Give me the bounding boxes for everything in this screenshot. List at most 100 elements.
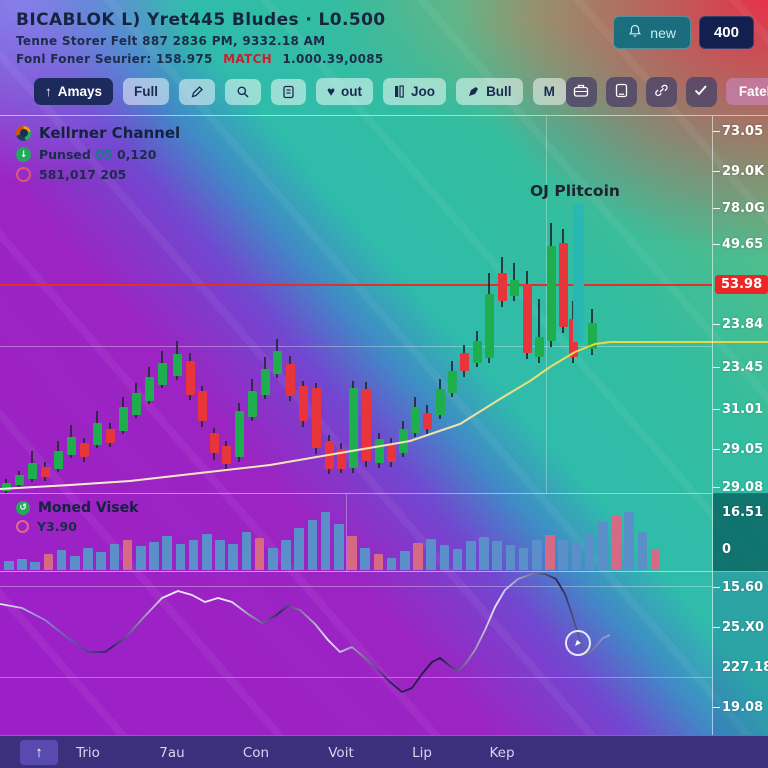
series-label: OJ Plitcoin <box>530 182 620 200</box>
full-button[interactable]: Full <box>123 78 170 105</box>
candle <box>472 341 482 363</box>
candle <box>79 443 89 457</box>
clipboard-button[interactable] <box>271 78 307 105</box>
volume-bar <box>43 554 54 570</box>
candle <box>422 413 432 429</box>
volume-green-icon: ↺ <box>16 501 30 515</box>
gear-icon[interactable] <box>16 125 31 141</box>
volume-bar <box>598 522 608 570</box>
header-subtitle-2-suffix: 1.000.39,0085 <box>282 52 384 66</box>
joo-label: Joo <box>411 84 436 99</box>
time-label[interactable]: 7au <box>159 745 185 761</box>
header: BICABLOK L) Yret445 Bludes · L0.500 Tenn… <box>0 0 768 68</box>
count-button[interactable]: 400 <box>698 16 754 49</box>
briefcase-icon <box>573 83 589 101</box>
candle <box>348 388 358 468</box>
link-button[interactable] <box>645 76 677 107</box>
volume-bar <box>545 535 555 570</box>
indicator-row1: Punsed 05 0,120 <box>39 147 157 162</box>
volume-pink-icon <box>16 520 29 533</box>
candle <box>14 475 24 485</box>
fateh-button[interactable]: Fateh <box>725 78 768 105</box>
candle <box>447 371 457 393</box>
scroll-up-button[interactable]: ↑ <box>20 740 58 765</box>
volume-bar <box>479 537 489 570</box>
candle <box>131 393 141 415</box>
panel-button[interactable] <box>605 76 637 107</box>
price-pane[interactable]: Kellrner Channel ↓ Punsed 05 0,120 581,0… <box>0 116 768 493</box>
time-label[interactable]: Con <box>242 745 270 761</box>
search-button[interactable] <box>225 78 262 105</box>
volume-bar <box>584 534 595 570</box>
chart-cursor[interactable] <box>565 630 591 656</box>
toolbar: ↑ Amays Full ♥ out Joo <box>0 68 768 115</box>
time-label[interactable]: Voit <box>328 745 354 761</box>
volume-bar <box>136 546 146 570</box>
volume-legend[interactable]: ↺ Moned Visek Y3.90 <box>16 500 138 539</box>
volume-bar <box>96 552 106 570</box>
out-button[interactable]: ♥ out <box>316 78 374 105</box>
volume-bar <box>268 548 278 570</box>
price-level-line[interactable] <box>0 284 712 286</box>
search-icon <box>236 85 250 99</box>
volume-bar <box>149 542 159 570</box>
briefcase-button[interactable] <box>565 76 597 107</box>
amays-label: Amays <box>57 84 103 99</box>
volume-bar <box>30 562 40 570</box>
oscillator-pane[interactable] <box>0 571 768 736</box>
time-label[interactable]: Lip <box>412 745 432 761</box>
link-icon <box>654 83 669 101</box>
m-button[interactable]: M <box>532 78 566 105</box>
candle <box>27 463 37 479</box>
new-alert-button[interactable]: new <box>613 16 691 49</box>
oscillator-line <box>0 573 611 693</box>
volume-bar <box>558 540 568 570</box>
bull-button[interactable]: Bull <box>456 78 523 105</box>
candle <box>374 439 384 463</box>
candle <box>534 337 544 357</box>
price-gridline <box>0 346 712 347</box>
volume-value: Y3.90 <box>37 519 77 534</box>
volume-bar <box>611 515 621 570</box>
volume-bar <box>70 556 80 570</box>
indicator-legend[interactable]: Kellrner Channel ↓ Punsed 05 0,120 581,0… <box>16 124 180 187</box>
buy-marker-icon: ↓ <box>16 147 31 162</box>
chart-area: Kellrner Channel ↓ Punsed 05 0,120 581,0… <box>0 115 768 736</box>
up-arrow-icon: ↑ <box>45 84 52 99</box>
candle <box>92 423 102 445</box>
draw-tool-button[interactable] <box>179 78 216 105</box>
candle <box>53 451 63 469</box>
volume-bar <box>439 545 450 570</box>
candle <box>497 273 507 301</box>
time-axis[interactable]: ↑ Trio 7au Con Voit Lip Kep <box>0 735 768 768</box>
axis-label: 227.18 <box>722 660 768 675</box>
axis-label: 25.X0 <box>713 620 764 635</box>
candle <box>209 433 219 453</box>
volume-bar <box>17 559 27 570</box>
candle <box>298 386 308 421</box>
amays-button[interactable]: ↑ Amays <box>34 78 114 105</box>
match-flag: MATCH <box>223 52 272 66</box>
candle <box>40 467 50 477</box>
time-label[interactable]: Kep <box>489 745 515 761</box>
volume-pane[interactable]: ↺ Moned Visek Y3.90 <box>0 493 768 572</box>
time-label[interactable]: Trio <box>76 745 100 761</box>
axis-label: 16.51 <box>722 505 764 520</box>
joo-button[interactable]: Joo <box>383 78 447 105</box>
volume-bar <box>109 544 120 570</box>
price-axis[interactable]: 73.05 29.0K 78.0G 49.65 53.98 23.84 23.45 31.01… <box>712 116 768 736</box>
candle <box>435 389 445 415</box>
indicator-row2: 581,017 205 <box>39 167 127 182</box>
candle <box>398 429 408 453</box>
volume-axis-background <box>713 493 768 571</box>
bell-icon <box>628 24 642 41</box>
candle <box>361 389 371 461</box>
new-button-label: new <box>650 24 676 41</box>
volume-bar <box>360 548 370 570</box>
check-button[interactable] <box>685 76 717 107</box>
candle <box>546 246 556 341</box>
header-subtitle-2-prefix: Fonl Foner Seurier: 158.975 <box>16 52 213 66</box>
axis-label: 23.84 <box>713 317 763 332</box>
candle <box>522 284 532 353</box>
candle <box>272 351 282 374</box>
